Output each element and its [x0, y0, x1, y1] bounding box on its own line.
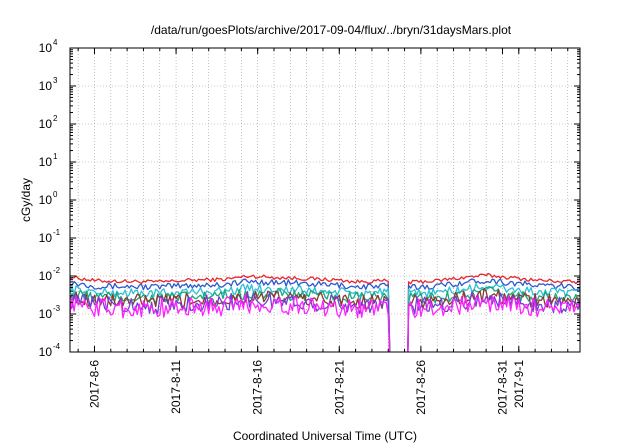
- y-tick-label: 10: [39, 193, 53, 207]
- grid-lines: [70, 48, 580, 352]
- y-tick-label: 10: [39, 41, 53, 55]
- x-tick-label: 2017-8-26: [414, 360, 428, 415]
- series-line: [407, 278, 580, 352]
- y-tick-label: 10: [39, 231, 53, 245]
- x-tick-label: 2017-8-11: [169, 360, 183, 414]
- y-tick-exponent: -3: [53, 304, 61, 313]
- y-tick-label: 10: [39, 155, 53, 169]
- y-tick-label: 10: [39, 79, 53, 93]
- series-line: [407, 272, 580, 352]
- y-tick-label: 10: [39, 345, 53, 359]
- series-line: [407, 291, 580, 352]
- series-line: [70, 278, 391, 352]
- y-tick-exponent: 1: [53, 152, 58, 161]
- x-axis-label: Coordinated Universal Time (UTC): [233, 429, 417, 443]
- x-tick-label: 2017-8-21: [332, 360, 346, 415]
- series-line: [70, 283, 391, 352]
- y-axis-label: cGy/day: [19, 178, 33, 222]
- y-tick-label: 10: [39, 269, 53, 283]
- y-tick-exponent: -4: [53, 342, 61, 351]
- y-tick-exponent: 3: [53, 76, 58, 85]
- series-line: [407, 287, 580, 352]
- series-line: [407, 295, 580, 352]
- x-axis-tick-labels: 2017-8-6 2017-8-11 2017-8-16 2017-8-21 2017-…: [87, 360, 525, 415]
- y-tick-label: 10: [39, 307, 53, 321]
- y-tick-label: 10: [39, 117, 53, 131]
- y-tick-exponent: 4: [53, 38, 58, 47]
- x-tick-label: 2017-9-1: [512, 360, 526, 408]
- y-tick-exponent: 2: [53, 114, 58, 123]
- chart-title: /data/run/goesPlots/archive/2017-09-04/f…: [151, 23, 512, 37]
- x-tick-label: 2017-8-6: [87, 360, 101, 408]
- y-tick-exponent: -1: [53, 228, 61, 237]
- series-line: [70, 274, 391, 352]
- series-line: [407, 283, 580, 352]
- data-series: [70, 272, 580, 352]
- series-line: [70, 290, 391, 352]
- y-tick-exponent: 0: [53, 190, 58, 199]
- x-tick-label: 2017-8-16: [251, 360, 265, 415]
- y-tick-exponent: -2: [53, 266, 61, 275]
- x-tick-label: 2017-8-31: [495, 360, 509, 415]
- series-line: [70, 293, 391, 352]
- axis-ticks: [70, 47, 580, 353]
